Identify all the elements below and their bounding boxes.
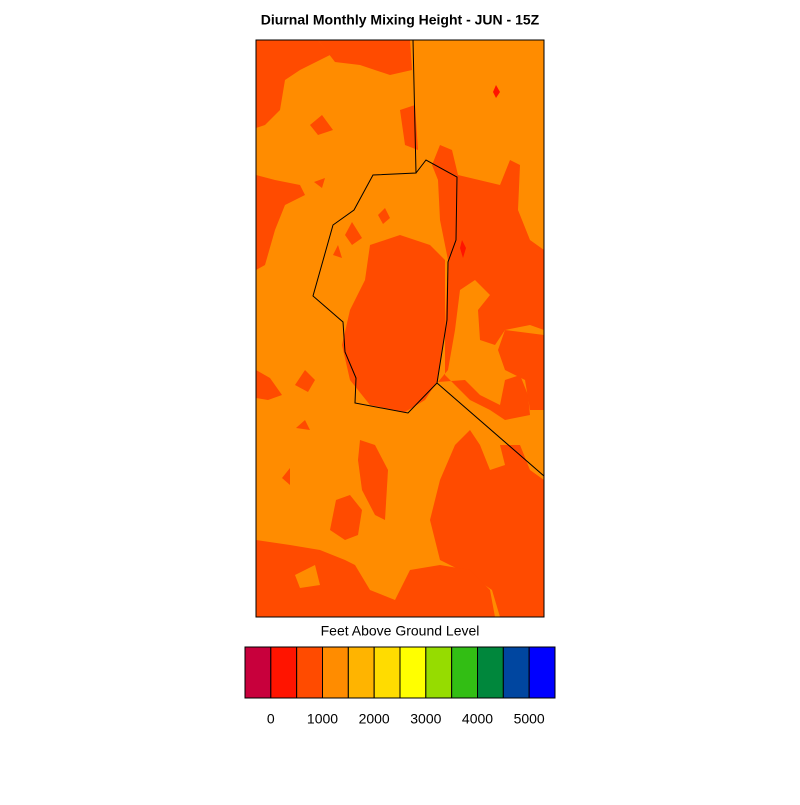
colorbar-tick-label: 1000 [307,711,338,727]
boundaries [312,39,545,477]
colorbar-swatch [373,646,401,699]
colorbar: 0 1000 2000 3000 4000 5000 [244,646,556,727]
region [333,245,342,258]
map [255,39,545,618]
colorbar-swatch [270,646,298,699]
colorbar-swatch [296,646,323,699]
region [400,105,418,150]
colorbar-swatch [244,646,272,699]
region [378,208,390,224]
region [432,145,544,420]
colorbar-swatch [322,646,349,699]
region [493,85,500,98]
region [256,370,282,400]
colorbar-tick-label: 4000 [462,711,493,727]
region [256,175,305,270]
colorbar-swatch [502,646,530,699]
colorbar-swatch [528,646,556,699]
region [330,495,362,540]
region [345,222,362,245]
region [342,235,445,412]
map-frame [255,39,545,618]
region [358,440,388,520]
colorbar-swatch [425,646,453,699]
region [460,240,466,258]
map-regions [256,40,544,617]
region [295,370,315,392]
colorbar-tick-label: 0 [267,711,275,727]
region [314,178,325,188]
region [256,40,330,128]
colorbar-tick-label: 2000 [359,711,390,727]
boundary [312,39,458,414]
region [295,565,320,588]
colorbar-label: Feet Above Ground Level [321,623,480,639]
region [256,540,495,617]
map-title: Diurnal Monthly Mixing Height - JUN - 15… [261,12,540,28]
colorbar-swatch [399,646,427,699]
region [430,430,544,617]
colorbar-tick-label: 3000 [410,711,441,727]
colorbar-swatch [451,646,478,699]
colorbar-swatch [477,646,504,699]
region [318,40,412,75]
colorbar-swatch [347,646,375,699]
region [296,420,310,430]
colorbar-tick-label: 5000 [514,711,545,727]
region [498,330,544,410]
boundary [436,382,545,477]
region [282,468,290,485]
region [310,115,333,135]
